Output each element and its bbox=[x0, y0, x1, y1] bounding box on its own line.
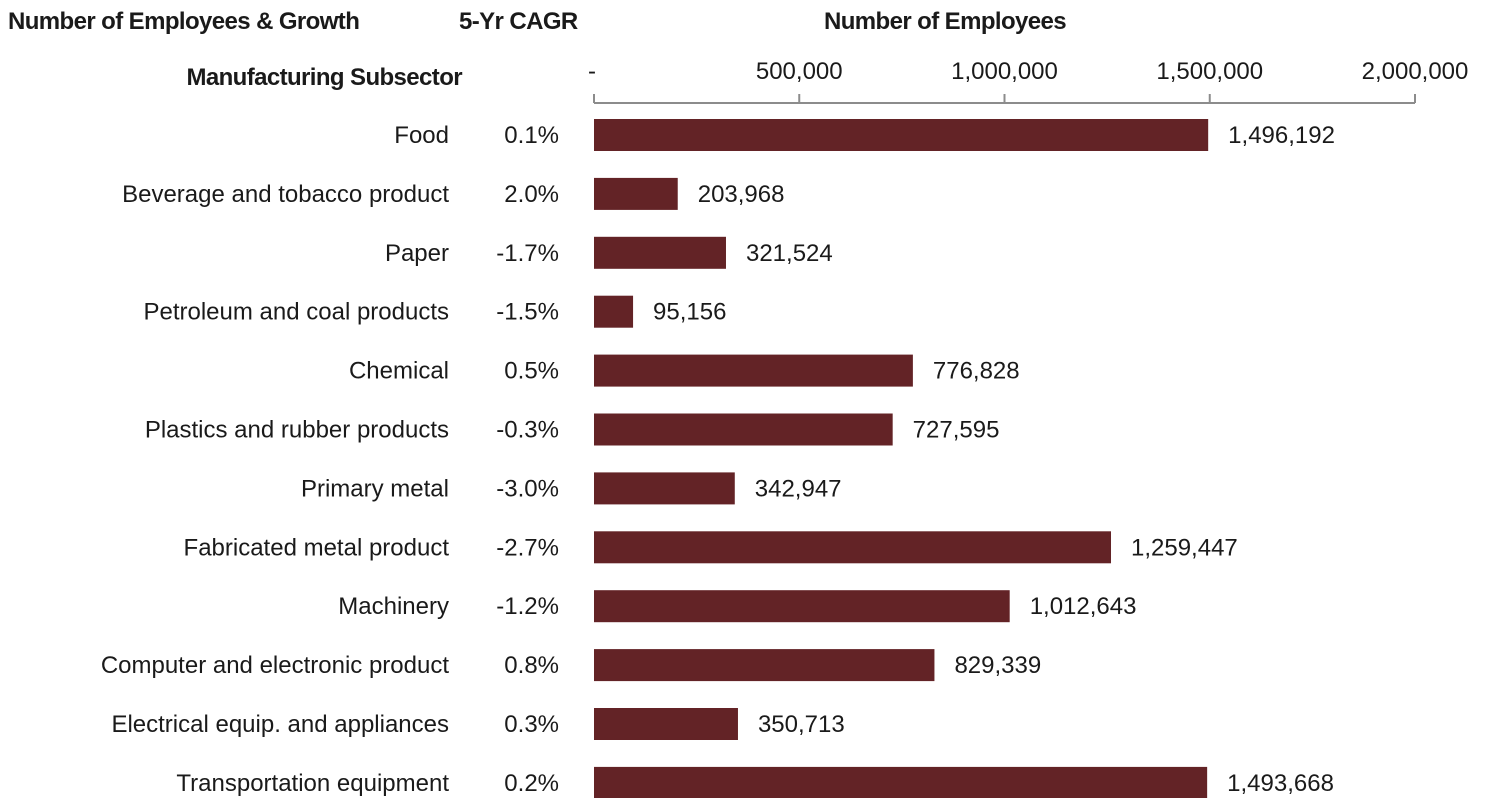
bar-value-label: 1,012,643 bbox=[1030, 593, 1137, 620]
cagr-column-title: 5-Yr CAGR bbox=[459, 8, 578, 35]
bar bbox=[594, 354, 913, 387]
cagr-label: 0.1% bbox=[504, 122, 559, 149]
category-label: Fabricated metal product bbox=[184, 534, 450, 561]
category-label: Machinery bbox=[338, 593, 449, 620]
x-tick-label: 1,500,000 bbox=[1156, 58, 1263, 85]
cagr-label: -0.3% bbox=[496, 417, 559, 444]
category-label: Chemical bbox=[349, 358, 449, 385]
cagr-label: -1.2% bbox=[496, 593, 559, 620]
bar-value-label: 321,524 bbox=[746, 240, 833, 267]
cagr-label: 0.3% bbox=[504, 711, 559, 738]
category-label: Beverage and tobacco product bbox=[122, 181, 449, 208]
category-label: Electrical equip. and appliances bbox=[111, 711, 449, 738]
bar bbox=[594, 177, 678, 210]
category-label: Paper bbox=[385, 240, 449, 267]
category-label: Food bbox=[394, 122, 449, 149]
bar-value-label: 776,828 bbox=[933, 358, 1020, 385]
bar bbox=[594, 708, 738, 740]
bar-value-label: 1,493,668 bbox=[1227, 770, 1334, 797]
bar-value-label: 727,595 bbox=[913, 417, 1000, 444]
bar-value-label: 1,496,192 bbox=[1228, 122, 1335, 149]
axis-title: Number of Employees bbox=[824, 8, 1067, 35]
bar bbox=[594, 649, 935, 682]
cagr-label: 0.5% bbox=[504, 358, 559, 385]
bar-value-label: 829,339 bbox=[954, 652, 1041, 679]
category-label: Petroleum and coal products bbox=[143, 299, 449, 326]
x-tick-label: - bbox=[588, 58, 596, 85]
category-label: Primary metal bbox=[301, 475, 449, 502]
x-tick-label: 2,000,000 bbox=[1362, 58, 1469, 85]
cagr-label: -3.0% bbox=[496, 475, 559, 502]
cagr-label: 2.0% bbox=[504, 181, 559, 208]
bar-value-label: 1,259,447 bbox=[1131, 534, 1238, 561]
cagr-label: -2.7% bbox=[496, 534, 559, 561]
x-tick-label: 1,000,000 bbox=[951, 58, 1058, 85]
bar bbox=[594, 590, 1010, 623]
cagr-label: -1.5% bbox=[496, 299, 559, 326]
cagr-label: -1.7% bbox=[496, 240, 559, 267]
category-label: Transportation equipment bbox=[176, 770, 449, 797]
bar-value-label: 342,947 bbox=[755, 475, 842, 502]
bar bbox=[594, 119, 1209, 151]
bar-value-label: 350,713 bbox=[758, 711, 845, 738]
cagr-label: 0.8% bbox=[504, 652, 559, 679]
category-label: Computer and electronic product bbox=[101, 652, 450, 679]
bar bbox=[594, 472, 735, 505]
bar bbox=[594, 766, 1208, 798]
cagr-label: 0.2% bbox=[504, 770, 559, 797]
x-tick-label: 500,000 bbox=[756, 58, 843, 85]
chart-title: Number of Employees & Growth bbox=[8, 8, 360, 35]
category-column-title: Manufacturing Subsector bbox=[186, 64, 462, 91]
bar bbox=[594, 295, 634, 328]
bar bbox=[594, 236, 726, 269]
bar-value-label: 203,968 bbox=[698, 181, 785, 208]
category-label: Plastics and rubber products bbox=[145, 417, 449, 444]
bar-value-label: 95,156 bbox=[653, 299, 726, 326]
bar bbox=[594, 531, 1112, 564]
bar bbox=[594, 413, 893, 446]
